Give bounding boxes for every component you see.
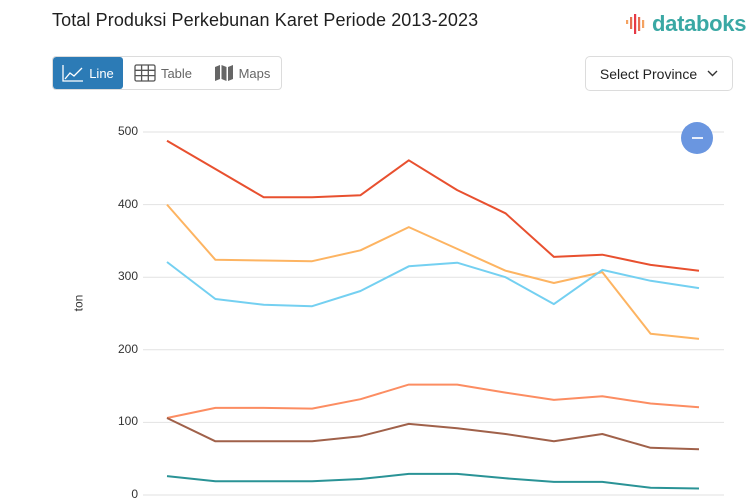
chevron-down-icon (707, 70, 718, 77)
province-select-label: Select Province (599, 65, 698, 82)
chart-grid (143, 131, 724, 496)
series-line-series-3[interactable] (166, 261, 700, 308)
view-toggle: Line Table Maps (52, 56, 282, 90)
tab-table[interactable]: Table (123, 57, 203, 89)
logo-text: databoks (652, 11, 747, 36)
tab-maps-label: Maps (238, 65, 271, 81)
series-line-series-4[interactable] (166, 383, 700, 419)
databoks-logo: databoks (624, 8, 746, 40)
tab-maps[interactable]: Maps (203, 57, 281, 89)
y-tick-label: 500 (117, 124, 138, 138)
minus-icon (691, 137, 703, 139)
tab-line[interactable]: Line (53, 57, 123, 89)
y-tick-label: 100 (117, 414, 138, 429)
y-tick-label: 400 (117, 196, 138, 211)
province-select[interactable]: Select Province (585, 56, 733, 91)
series-line-series-5[interactable] (166, 417, 700, 451)
logo-bars-icon (626, 14, 645, 34)
series-line-series-2[interactable] (166, 203, 700, 340)
chart-title: Total Produksi Perkebunan Karet Periode … (52, 10, 479, 30)
chart-lines (166, 139, 700, 490)
y-tick-label: 0 (131, 487, 138, 501)
tab-line-label: Line (89, 65, 114, 81)
table-grid-icon (134, 64, 156, 82)
map-icon (214, 65, 233, 81)
y-axis-label: ton (71, 294, 86, 312)
series-line-series-1[interactable] (166, 139, 700, 272)
series-line-series-6[interactable] (166, 472, 700, 490)
tab-table-label: Table (160, 65, 193, 81)
y-tick-label: 300 (117, 269, 138, 284)
zoom-out-button[interactable] (681, 122, 713, 154)
line-chart-icon (62, 65, 84, 82)
y-tick-label: 200 (117, 341, 138, 356)
